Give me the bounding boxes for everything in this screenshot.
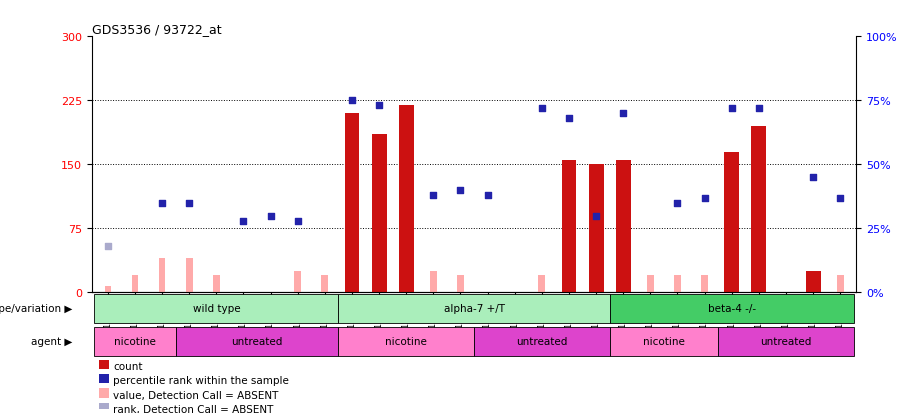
- Point: [155, 200, 169, 206]
- Bar: [213, 276, 220, 293]
- Point: [697, 195, 712, 202]
- Bar: [474, 327, 610, 356]
- Bar: [562, 161, 576, 293]
- Text: nicotine: nicotine: [386, 336, 427, 346]
- Text: nicotine: nicotine: [643, 336, 685, 346]
- Text: agent ▶: agent ▶: [31, 336, 72, 346]
- Bar: [338, 327, 474, 356]
- Bar: [99, 360, 109, 369]
- Text: wild type: wild type: [192, 303, 240, 313]
- Bar: [322, 276, 328, 293]
- Bar: [338, 294, 610, 324]
- Point: [535, 105, 550, 112]
- Point: [562, 116, 576, 122]
- Point: [344, 98, 359, 104]
- Bar: [104, 286, 111, 293]
- Point: [480, 192, 495, 199]
- Bar: [398, 105, 414, 293]
- Text: beta-4 -/-: beta-4 -/-: [708, 303, 756, 313]
- Text: genotype/variation ▶: genotype/variation ▶: [0, 303, 72, 313]
- Bar: [294, 271, 301, 293]
- Text: value, Detection Call = ABSENT: value, Detection Call = ABSENT: [113, 389, 278, 399]
- Point: [426, 192, 441, 199]
- Text: untreated: untreated: [760, 336, 812, 346]
- Bar: [132, 276, 138, 293]
- Bar: [99, 388, 109, 398]
- Point: [751, 105, 766, 112]
- Bar: [186, 259, 192, 293]
- Point: [101, 243, 115, 250]
- Point: [290, 218, 305, 224]
- Point: [182, 200, 197, 206]
- Bar: [751, 127, 767, 293]
- Bar: [344, 114, 359, 293]
- Text: GDS3536 / 93722_at: GDS3536 / 93722_at: [92, 23, 222, 36]
- Bar: [589, 165, 604, 293]
- Point: [833, 195, 847, 202]
- Text: count: count: [113, 361, 143, 371]
- Bar: [610, 294, 854, 324]
- Bar: [718, 327, 854, 356]
- Bar: [94, 327, 176, 356]
- Text: alpha-7 +/T: alpha-7 +/T: [443, 303, 505, 313]
- Text: percentile rank within the sample: percentile rank within the sample: [113, 375, 289, 385]
- Bar: [610, 327, 718, 356]
- Bar: [176, 327, 338, 356]
- Point: [589, 213, 604, 219]
- Bar: [457, 276, 463, 293]
- Text: untreated: untreated: [516, 336, 568, 346]
- Point: [806, 174, 821, 181]
- Point: [236, 218, 251, 224]
- Bar: [94, 294, 338, 324]
- Point: [616, 111, 630, 117]
- Point: [725, 105, 739, 112]
- Point: [263, 213, 278, 219]
- Bar: [674, 276, 681, 293]
- Bar: [805, 271, 821, 293]
- Bar: [372, 135, 387, 293]
- Bar: [702, 276, 708, 293]
- Point: [372, 103, 387, 109]
- Bar: [539, 276, 545, 293]
- Point: [671, 200, 685, 206]
- Bar: [430, 271, 437, 293]
- Point: [453, 187, 468, 194]
- Bar: [837, 276, 844, 293]
- Bar: [647, 276, 654, 293]
- Text: nicotine: nicotine: [114, 336, 156, 346]
- Bar: [99, 403, 109, 412]
- Bar: [725, 152, 739, 293]
- Bar: [616, 161, 630, 293]
- Bar: [99, 374, 109, 383]
- Bar: [158, 259, 166, 293]
- Text: rank, Detection Call = ABSENT: rank, Detection Call = ABSENT: [113, 404, 273, 413]
- Text: untreated: untreated: [232, 336, 283, 346]
